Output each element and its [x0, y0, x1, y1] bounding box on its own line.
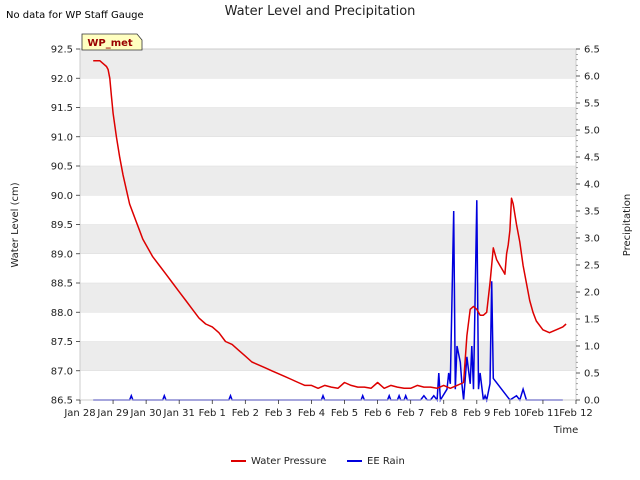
grid-bands: [80, 49, 576, 401]
grid-band: [80, 107, 576, 137]
y-left-tick-label: 89.0: [51, 249, 73, 260]
y-right-tick-label: 0.0: [584, 396, 600, 407]
grid-band: [80, 49, 576, 79]
y-right-tick-label: 0.5: [584, 369, 600, 380]
x-tick-label: Jan 28: [63, 408, 95, 419]
rain-series: [93, 200, 563, 403]
y-axis-left: 86.5 87.0 87.5 88.0 88.5 89.0 89.5 90.0 90.5 91.0…: [51, 45, 80, 407]
y-left-tick-label: 90.0: [51, 191, 73, 202]
y-right-tick-label: 2.5: [584, 261, 600, 272]
y-left-tick-label: 88.5: [51, 279, 73, 290]
x-tick-label: Feb 5: [331, 408, 358, 419]
station-label-background: [81, 33, 143, 51]
grid-band: [80, 166, 576, 196]
y-right-tick-label: 1.5: [584, 315, 600, 326]
y-left-tick-label: 92.0: [51, 74, 73, 85]
y-left-tick-label: 92.5: [51, 45, 73, 56]
station-label: WP_met: [87, 38, 133, 49]
y-right-tick-label: 5.5: [584, 99, 600, 110]
grid-band: [80, 341, 576, 371]
y-right-tick-label: 2.0: [584, 288, 600, 299]
y-axis-right-title: Precipitation: [622, 194, 633, 257]
no-data-note: No data for WP Staff Gauge: [6, 10, 144, 21]
y-right-tick-label: 4.0: [584, 180, 600, 191]
station-label-box: WP_met: [81, 33, 143, 51]
x-tick-label: Jan 30: [129, 408, 161, 419]
x-axis-title: Time: [553, 425, 578, 436]
y-left-tick-label: 86.5: [51, 396, 73, 407]
x-tick-label: Feb 11: [526, 408, 560, 419]
x-tick-label: Feb 4: [298, 408, 325, 419]
y-right-tick-label: 5.0: [584, 126, 600, 137]
x-tick-label: Feb 6: [364, 408, 391, 419]
x-tick-label: Jan 31: [163, 408, 195, 419]
legend-ee-rain-label: EE Rain: [367, 456, 405, 467]
chart-title: Water Level and Precipitation: [225, 4, 416, 19]
grid-band: [80, 224, 576, 254]
legend-water-pressure-label: Water Pressure: [251, 456, 326, 467]
y-left-tick-label: 91.5: [51, 103, 73, 114]
y-axis-left-title: Water Level (cm): [10, 182, 21, 267]
grid-band: [80, 283, 576, 313]
x-tick-label: Feb 1: [199, 408, 226, 419]
water-pressure-series: [93, 59, 567, 390]
plot-area: [79, 48, 577, 403]
y-left-tick-label: 89.5: [51, 220, 73, 231]
y-left-tick-label: 88.0: [51, 308, 73, 319]
legend: Water Pressure EE Rain: [231, 456, 405, 467]
x-tick-label: Jan 29: [96, 408, 128, 419]
y-left-tick-label: 90.5: [51, 162, 73, 173]
y-right-tick-label: 6.5: [584, 45, 600, 56]
y-right-tick-label: 1.0: [584, 342, 600, 353]
x-tick-label: Feb 12: [559, 408, 593, 419]
x-tick-label: Feb 10: [493, 408, 527, 419]
water-pressure-line: [93, 59, 567, 390]
y-right-tick-label: 3.5: [584, 207, 600, 218]
y-left-tick-label: 91.0: [51, 132, 73, 143]
x-tick-label: Feb 7: [397, 408, 424, 419]
ee-rain-line: [93, 200, 563, 403]
y-axis-right: 0.0 0.5 1.0 1.5 2.0 2.5 3.0 3.5 4.0 4.5 5.0 5.5 6.0 6…: [576, 45, 600, 407]
x-axis: Jan 28 Jan 29 Jan 30 Jan 31 Feb 1 Feb 2 Feb 3 F…: [63, 400, 593, 419]
y-right-tick-label: 3.0: [584, 234, 600, 245]
x-tick-label: Feb 9: [463, 408, 490, 419]
x-tick-label: Feb 2: [232, 408, 259, 419]
x-tick-label: Feb 8: [430, 408, 457, 419]
x-tick-label: Feb 3: [265, 408, 292, 419]
y-right-tick-label: 6.0: [584, 72, 600, 83]
y-right-tick-label: 4.5: [584, 153, 600, 164]
y-left-tick-label: 87.5: [51, 337, 73, 348]
y-left-tick-label: 87.0: [51, 366, 73, 377]
